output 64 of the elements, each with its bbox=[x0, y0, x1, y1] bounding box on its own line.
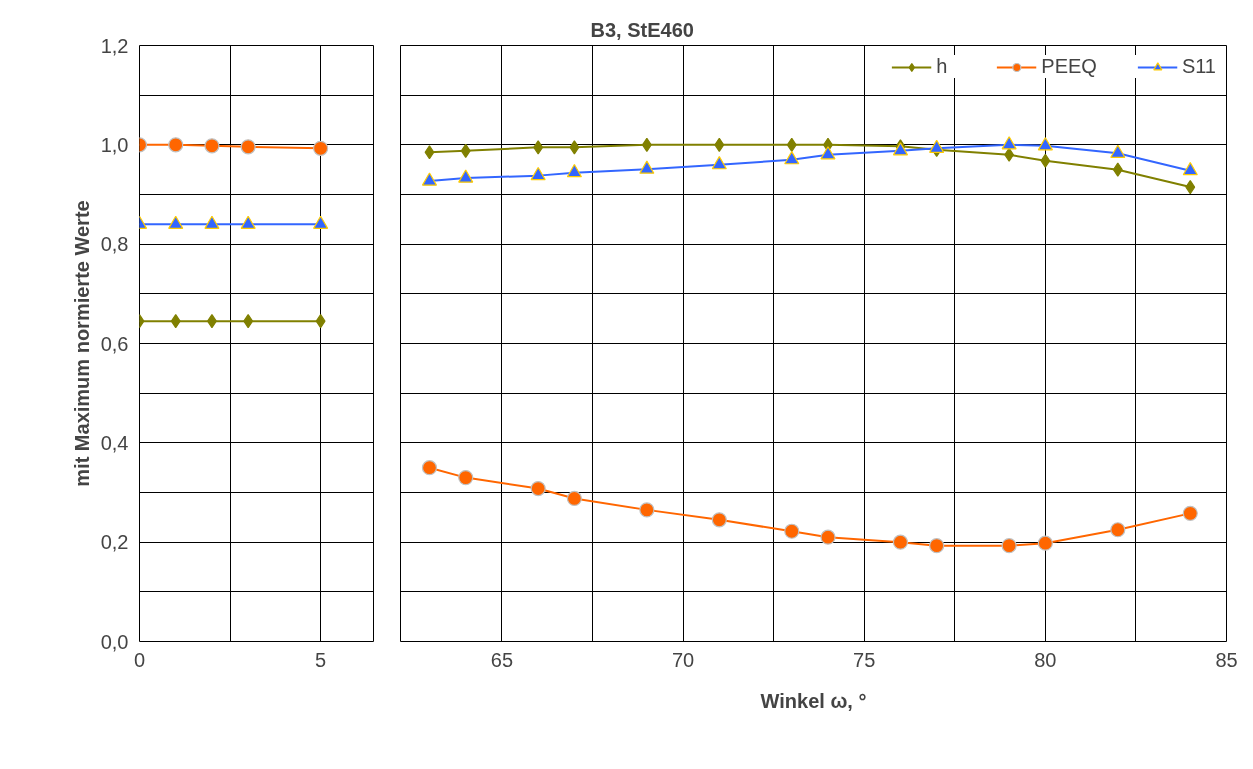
point bbox=[204, 138, 220, 154]
point bbox=[458, 169, 474, 183]
x-tick-label: 75 bbox=[853, 648, 876, 671]
point bbox=[424, 145, 435, 160]
point bbox=[1182, 161, 1198, 176]
y-tick-label: 0,2 bbox=[100, 531, 129, 554]
point bbox=[530, 166, 546, 181]
legend-label: PEEQ bbox=[1041, 55, 1097, 78]
point bbox=[533, 140, 544, 155]
x-tick-label: 5 bbox=[315, 648, 327, 671]
point bbox=[1037, 535, 1053, 551]
chart-title: B3, StE460 bbox=[590, 18, 694, 41]
point bbox=[711, 512, 727, 528]
y-tick-label: 0,0 bbox=[100, 630, 129, 653]
point bbox=[170, 314, 181, 329]
point bbox=[641, 137, 652, 152]
y-tick-label: 1,2 bbox=[100, 34, 129, 57]
point bbox=[1110, 522, 1126, 538]
point bbox=[639, 160, 655, 174]
point bbox=[892, 534, 909, 550]
point bbox=[313, 140, 329, 156]
point bbox=[929, 139, 945, 153]
point bbox=[639, 502, 655, 518]
point bbox=[820, 146, 836, 160]
point bbox=[1001, 136, 1017, 150]
point bbox=[1112, 162, 1123, 177]
point bbox=[1001, 538, 1017, 554]
point bbox=[458, 470, 474, 486]
point bbox=[460, 143, 471, 158]
point bbox=[421, 460, 438, 476]
point bbox=[1110, 144, 1126, 158]
point bbox=[566, 163, 582, 178]
point bbox=[711, 156, 727, 170]
legend-label: S11 bbox=[1181, 55, 1216, 78]
point bbox=[421, 172, 438, 186]
x-tick-label: 0 bbox=[133, 648, 146, 671]
point bbox=[1004, 147, 1015, 162]
point bbox=[784, 523, 800, 539]
x-axis-title: Winkel ω, ° bbox=[760, 689, 867, 712]
y-tick-label: 1,0 bbox=[100, 133, 129, 156]
point bbox=[240, 139, 256, 155]
point bbox=[566, 490, 582, 507]
point bbox=[1182, 505, 1198, 521]
point bbox=[929, 538, 945, 554]
point bbox=[530, 480, 546, 497]
point bbox=[1040, 153, 1051, 168]
x-tick-label: 80 bbox=[1034, 648, 1057, 671]
point bbox=[569, 140, 580, 155]
point bbox=[315, 314, 326, 329]
y-tick-label: 0,8 bbox=[100, 233, 129, 256]
x-tick-label: 70 bbox=[671, 648, 695, 671]
x-tick-label: 65 bbox=[490, 648, 514, 671]
point bbox=[784, 151, 800, 165]
point bbox=[714, 137, 725, 152]
point bbox=[243, 314, 254, 329]
x-tick-label: 85 bbox=[1215, 648, 1238, 671]
legend-label: h bbox=[936, 55, 949, 78]
y-tick-label: 0,6 bbox=[100, 332, 129, 355]
y-tick-label: 0,4 bbox=[100, 431, 129, 454]
point bbox=[820, 529, 836, 545]
point bbox=[1037, 137, 1053, 151]
point bbox=[786, 137, 797, 152]
y-axis-title: mit Maximum normierte Werte bbox=[70, 200, 93, 487]
point bbox=[168, 137, 184, 153]
